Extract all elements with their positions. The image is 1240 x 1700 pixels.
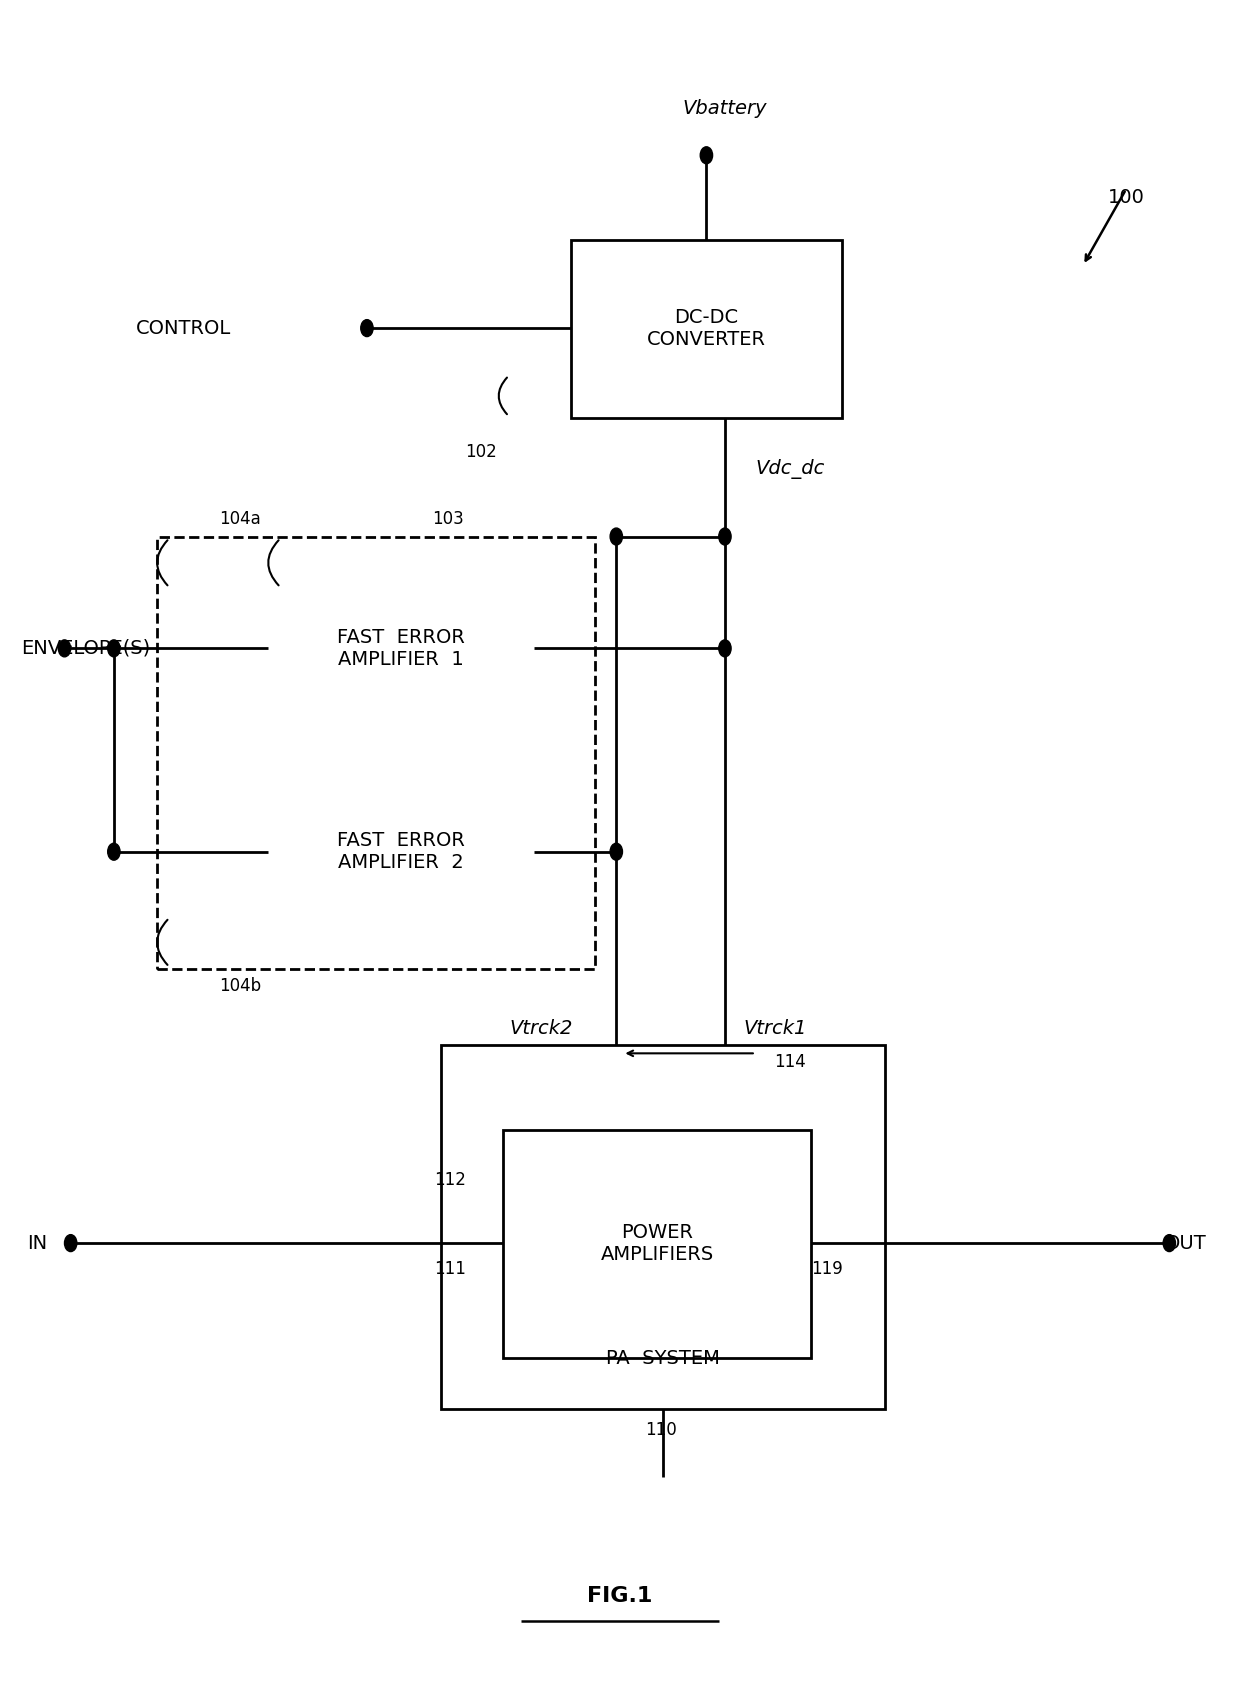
Text: Vtrck1: Vtrck1: [744, 1020, 807, 1039]
Text: IN: IN: [27, 1234, 47, 1253]
Circle shape: [701, 146, 713, 163]
Text: FAST  ERROR
AMPLIFIER  1: FAST ERROR AMPLIFIER 1: [337, 627, 465, 668]
Text: Vdc_dc: Vdc_dc: [756, 459, 825, 479]
Text: OUT: OUT: [1164, 1234, 1207, 1253]
Bar: [570, 240, 842, 418]
Bar: [441, 1046, 885, 1409]
Text: 100: 100: [1107, 189, 1145, 207]
Text: FIG.1: FIG.1: [588, 1586, 652, 1605]
Circle shape: [1163, 1234, 1176, 1251]
Text: 102: 102: [465, 442, 496, 461]
Text: DC-DC
CONVERTER: DC-DC CONVERTER: [647, 308, 766, 350]
Circle shape: [719, 639, 732, 656]
Circle shape: [361, 320, 373, 337]
Text: POWER
AMPLIFIERS: POWER AMPLIFIERS: [600, 1224, 714, 1265]
Circle shape: [64, 1234, 77, 1251]
Text: 119: 119: [811, 1260, 843, 1277]
Bar: [157, 537, 595, 969]
Text: PA  SYSTEM: PA SYSTEM: [606, 1348, 720, 1369]
Circle shape: [610, 529, 622, 546]
Text: 114: 114: [774, 1052, 806, 1071]
Text: CONTROL: CONTROL: [136, 318, 231, 338]
Circle shape: [58, 639, 71, 656]
Circle shape: [108, 843, 120, 860]
Text: 104a: 104a: [218, 510, 260, 529]
Text: 104b: 104b: [218, 977, 260, 994]
Text: 103: 103: [433, 510, 464, 529]
Circle shape: [610, 843, 622, 860]
Text: Vtrck2: Vtrck2: [510, 1020, 573, 1039]
Bar: [268, 777, 533, 926]
Text: Vbattery: Vbattery: [683, 99, 768, 117]
Bar: [268, 575, 533, 722]
Text: 111: 111: [434, 1260, 466, 1277]
Bar: [502, 1129, 811, 1358]
Text: 112: 112: [434, 1171, 466, 1190]
Text: 110: 110: [645, 1421, 677, 1438]
Text: ENVELOPE(S): ENVELOPE(S): [21, 639, 150, 658]
Circle shape: [108, 639, 120, 656]
Circle shape: [719, 529, 732, 546]
Text: FAST  ERROR
AMPLIFIER  2: FAST ERROR AMPLIFIER 2: [337, 831, 465, 872]
